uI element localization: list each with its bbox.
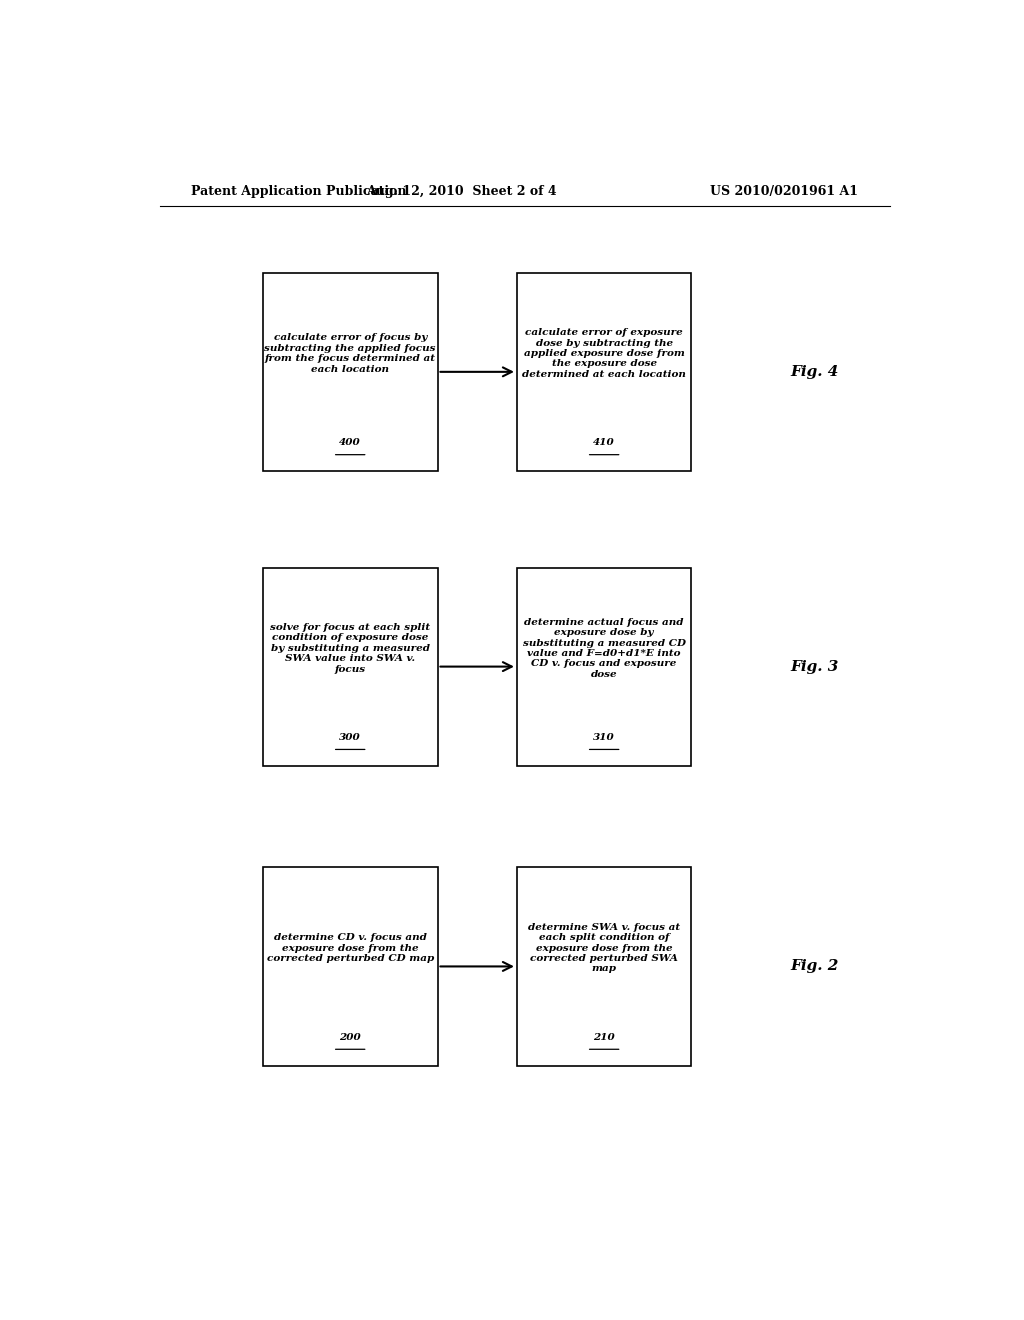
Text: calculate error of exposure
dose by subtracting the
applied exposure dose from
t: calculate error of exposure dose by subt… xyxy=(522,329,686,379)
Text: Aug. 12, 2010  Sheet 2 of 4: Aug. 12, 2010 Sheet 2 of 4 xyxy=(366,185,557,198)
Text: 200: 200 xyxy=(339,1032,361,1041)
Text: 310: 310 xyxy=(593,733,615,742)
Text: determine CD v. focus and
exposure dose from the
corrected perturbed CD map: determine CD v. focus and exposure dose … xyxy=(266,933,434,964)
Text: determine actual focus and
exposure dose by
substituting a measured CD
value and: determine actual focus and exposure dose… xyxy=(522,618,686,678)
Bar xyxy=(263,273,437,471)
Bar xyxy=(263,867,437,1065)
Text: Fig. 2: Fig. 2 xyxy=(791,960,839,973)
Text: 210: 210 xyxy=(593,1032,615,1041)
Text: 400: 400 xyxy=(339,438,361,447)
Bar xyxy=(517,867,691,1065)
Text: 300: 300 xyxy=(339,733,361,742)
Bar xyxy=(517,273,691,471)
Bar xyxy=(263,568,437,766)
Text: US 2010/0201961 A1: US 2010/0201961 A1 xyxy=(710,185,858,198)
Text: Patent Application Publication: Patent Application Publication xyxy=(191,185,407,198)
Text: Fig. 3: Fig. 3 xyxy=(791,660,839,673)
Text: 410: 410 xyxy=(593,438,615,447)
Text: Fig. 4: Fig. 4 xyxy=(791,364,839,379)
Text: solve for focus at each split
condition of exposure dose
by substituting a measu: solve for focus at each split condition … xyxy=(270,623,430,673)
Text: calculate error of focus by
subtracting the applied focus
from the focus determi: calculate error of focus by subtracting … xyxy=(264,334,436,374)
Text: determine SWA v. focus at
each split condition of
exposure dose from the
correct: determine SWA v. focus at each split con… xyxy=(528,923,680,973)
Bar xyxy=(517,568,691,766)
